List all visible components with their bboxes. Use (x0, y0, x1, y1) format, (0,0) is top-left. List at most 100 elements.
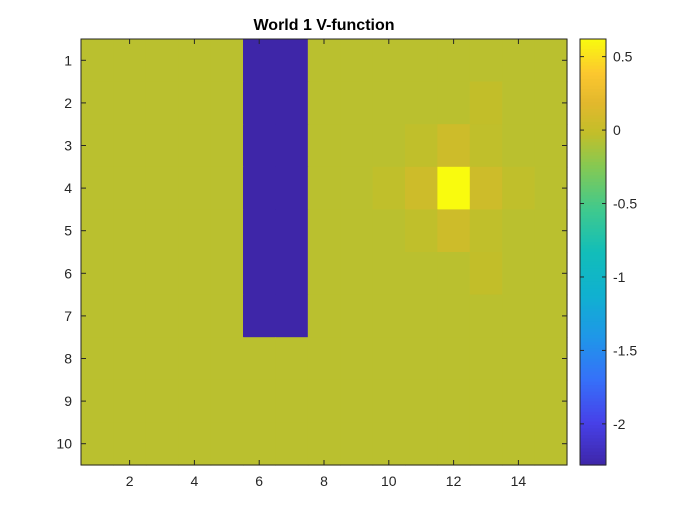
x-tick-label: 6 (255, 473, 263, 489)
heatmap-cell (243, 167, 276, 210)
heatmap-cell (405, 252, 438, 295)
heatmap-cell (373, 167, 406, 210)
heatmap-cell (275, 380, 308, 423)
heatmap-cell (113, 124, 146, 167)
heatmap-cell (211, 82, 244, 125)
y-tick-label: 7 (64, 308, 72, 324)
heatmap-cell (308, 252, 341, 295)
heatmap-cell (502, 252, 535, 295)
heatmap-cell (211, 295, 244, 338)
heatmap-cell (178, 39, 211, 82)
heatmap-cell (470, 252, 503, 295)
heatmap-cell (275, 252, 308, 295)
heatmap-cell (437, 252, 470, 295)
heatmap-cell (275, 167, 308, 210)
heatmap-cell (470, 209, 503, 252)
y-tick-label: 9 (64, 393, 72, 409)
heatmap-cell (437, 209, 470, 252)
heatmap-cell (113, 337, 146, 380)
colorbar-tick-label: -1 (613, 269, 626, 285)
heatmap-cell (437, 295, 470, 338)
heatmap-cell (502, 82, 535, 125)
heatmap-cell (146, 422, 179, 465)
heatmap-cell (308, 337, 341, 380)
heatmap-cell (373, 422, 406, 465)
colorbar-tick-label: -0.5 (613, 196, 637, 212)
heatmap-cell (470, 167, 503, 210)
heatmap-cell (146, 252, 179, 295)
heatmap-cell (308, 124, 341, 167)
heatmap-cell (243, 209, 276, 252)
heatmap-cell (437, 82, 470, 125)
heatmap-cell (340, 82, 373, 125)
x-tick-label: 12 (446, 473, 462, 489)
heatmap-cell (146, 209, 179, 252)
heatmap-cell (373, 295, 406, 338)
heatmap-cell (340, 422, 373, 465)
heatmap-cell (437, 39, 470, 82)
colorbar: 0.50-0.5-1-1.5-2 (580, 39, 637, 466)
heatmap-cell (113, 209, 146, 252)
heatmap-cell (502, 422, 535, 465)
heatmap-cell (178, 124, 211, 167)
x-tick-label: 4 (191, 473, 199, 489)
heatmap-cell (178, 295, 211, 338)
heatmap-cell (340, 295, 373, 338)
y-tick-label: 1 (64, 52, 72, 68)
heatmap-cell (146, 167, 179, 210)
heatmap-cell (308, 295, 341, 338)
heatmap-cell (340, 124, 373, 167)
heatmap-cell (405, 167, 438, 210)
heatmap-cell (275, 124, 308, 167)
heatmap-cell (113, 380, 146, 423)
heatmap-cell (178, 337, 211, 380)
heatmap-cell (405, 209, 438, 252)
heatmap-cell (470, 380, 503, 423)
heatmap-cell (146, 380, 179, 423)
heatmap-cell (405, 422, 438, 465)
heatmap-cell (340, 209, 373, 252)
heatmap-cells (81, 39, 568, 466)
heatmap-cell (243, 337, 276, 380)
heatmap-cell (243, 380, 276, 423)
heatmap-cell (308, 82, 341, 125)
heatmap-cell (470, 39, 503, 82)
heatmap-cell (340, 380, 373, 423)
heatmap-cell (470, 422, 503, 465)
heatmap-cell (405, 124, 438, 167)
heatmap-cell (405, 380, 438, 423)
heatmap-cell (211, 167, 244, 210)
heatmap-cell (308, 422, 341, 465)
y-tick-label: 10 (56, 436, 72, 452)
heatmap-cell (373, 39, 406, 82)
heatmap-cell (211, 252, 244, 295)
heatmap-cell (405, 39, 438, 82)
heatmap-cell (275, 337, 308, 380)
heatmap-cell (275, 209, 308, 252)
heatmap-cell (113, 295, 146, 338)
heatmap-cell (405, 82, 438, 125)
heatmap-cell (373, 82, 406, 125)
heatmap-cell (211, 209, 244, 252)
heatmap-cell (146, 337, 179, 380)
heatmap-cell (146, 124, 179, 167)
heatmap-cell (211, 422, 244, 465)
colorbar-tick-label: -2 (613, 416, 626, 432)
heatmap-cell (211, 337, 244, 380)
heatmap-cell (340, 337, 373, 380)
y-tick-label: 8 (64, 351, 72, 367)
heatmap-cell (275, 39, 308, 82)
heatmap-cell (275, 82, 308, 125)
heatmap-cell (308, 167, 341, 210)
heatmap-cell (243, 422, 276, 465)
heatmap-cell (113, 39, 146, 82)
heatmap-cell (437, 422, 470, 465)
heatmap-cell (502, 295, 535, 338)
colorbar-tick-label: 0.5 (613, 49, 633, 65)
heatmap-cell (373, 337, 406, 380)
heatmap-cell (146, 39, 179, 82)
heatmap-cell (405, 295, 438, 338)
heatmap-cell (243, 82, 276, 125)
x-tick-label: 8 (320, 473, 328, 489)
